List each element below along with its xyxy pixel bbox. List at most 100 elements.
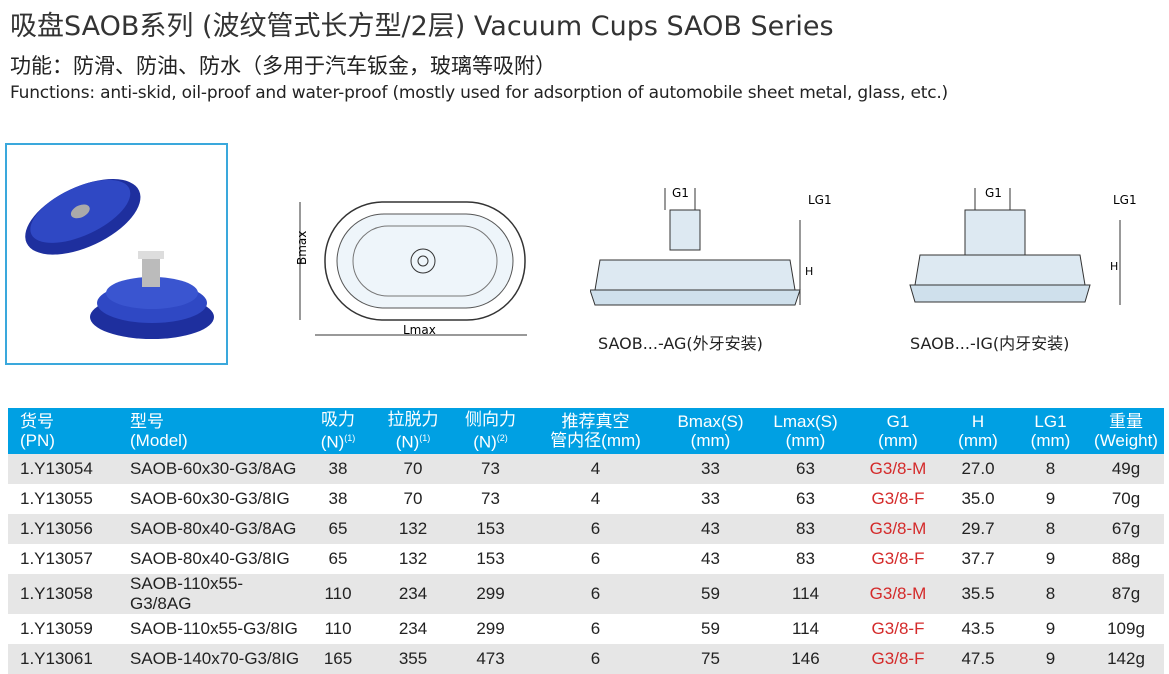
table-cell: 110 bbox=[324, 618, 352, 638]
table-cell: G3/8-F bbox=[871, 548, 925, 568]
table-cell: 1.Y13061 bbox=[20, 648, 93, 668]
g1-label: G1 bbox=[985, 186, 1002, 200]
table-cell: 234 bbox=[398, 618, 428, 638]
column-header: 货号 (PN) bbox=[20, 411, 55, 450]
table-cell: 59 bbox=[701, 618, 720, 638]
table-cell: SAOB-80x40-G3/8AG bbox=[130, 518, 297, 538]
table-cell: 114 bbox=[791, 618, 820, 638]
lmax-label: Lmax bbox=[403, 323, 436, 337]
table-cell: G3/8-M bbox=[869, 458, 927, 478]
table-cell: 1.Y13059 bbox=[20, 618, 93, 638]
table-cell: 83 bbox=[796, 548, 815, 568]
table-cell: 8 bbox=[1045, 458, 1056, 478]
functions-cn: 功能：防滑、防油、防水（多用于汽车钣金，玻璃等吸附） bbox=[10, 54, 556, 78]
table-cell: 70 bbox=[403, 458, 423, 478]
h-label: H bbox=[1110, 260, 1118, 273]
table-cell: 70g bbox=[1111, 488, 1141, 508]
table-cell: 63 bbox=[796, 488, 815, 508]
table-cell: 1.Y13058 bbox=[20, 583, 93, 603]
table-cell: G3/8-M bbox=[869, 518, 927, 538]
table-cell: 49g bbox=[1111, 458, 1141, 478]
table-cell: 33 bbox=[701, 458, 720, 478]
table-cell: 65 bbox=[328, 518, 348, 538]
table-cell: G3/8-F bbox=[871, 488, 925, 508]
h-label: H bbox=[805, 265, 813, 278]
table-cell: 473 bbox=[476, 648, 505, 668]
table-cell: 355 bbox=[398, 648, 428, 668]
table-cell: 299 bbox=[476, 618, 505, 638]
table-cell: 153 bbox=[476, 518, 505, 538]
table-cell: 59 bbox=[701, 583, 720, 603]
table-cell: 38 bbox=[328, 458, 348, 478]
table-cell: 4 bbox=[590, 488, 601, 508]
page-title: 吸盘SAOB系列 (波纹管式长方型/2层) Vacuum Cups SAOB S… bbox=[10, 11, 834, 42]
column-header: 吸力 (N)(1) bbox=[320, 410, 356, 452]
table-cell: 6 bbox=[590, 548, 601, 568]
table-row: 1.Y13057 SAOB-80x40-G3/8IG 65 132 153 6 43 83 G3… bbox=[8, 544, 1164, 574]
ig-caption: SAOB...-IG(内牙安装) bbox=[910, 334, 1070, 353]
g1-label: G1 bbox=[672, 186, 689, 200]
table-cell: 75 bbox=[701, 648, 720, 668]
table-cell: 27.0 bbox=[961, 458, 995, 478]
ag-side-drawing: G1 LG1 H bbox=[590, 186, 832, 306]
table-row: 1.Y13059 SAOB-110x55-G3/8IG 110 234 299 6 59 11… bbox=[8, 614, 1164, 644]
table-row: 1.Y13056 SAOB-80x40-G3/8AG 65 132 153 6 43 83 G3… bbox=[8, 513, 1164, 544]
table-cell: 38 bbox=[328, 488, 348, 508]
table-cell: 4 bbox=[590, 458, 601, 478]
column-header: Bmax(S) (mm) bbox=[677, 411, 744, 450]
table-row: 1.Y13055 SAOB-60x30-G3/8IG 38 70 73 4 33 63 G3/8… bbox=[8, 484, 1164, 514]
functions-en: Functions: anti-skid, oil-proof and wate… bbox=[10, 83, 948, 103]
table-cell: 299 bbox=[476, 583, 505, 603]
table-cell: G3/8-M bbox=[869, 583, 927, 603]
table-cell: 33 bbox=[701, 488, 720, 508]
table-cell: 70 bbox=[403, 488, 423, 508]
table-cell: 43 bbox=[701, 518, 720, 538]
table-cell: 67g bbox=[1111, 518, 1141, 538]
table-cell: 1.Y13056 bbox=[20, 518, 93, 538]
table-cell: 153 bbox=[476, 548, 505, 568]
table-cell: 88g bbox=[1111, 548, 1141, 568]
table-cell: 6 bbox=[590, 618, 601, 638]
column-header: Lmax(S) (mm) bbox=[773, 411, 838, 450]
product-photo bbox=[5, 143, 228, 365]
table-cell: 29.7 bbox=[961, 518, 995, 538]
table-cell: SAOB-60x30-G3/8IG bbox=[130, 488, 290, 508]
table-cell: 37.7 bbox=[961, 548, 995, 568]
ig-side-drawing: G1 LG1 H bbox=[909, 186, 1137, 305]
table-cell: 165 bbox=[323, 648, 353, 668]
table-row: 1.Y13061 SAOB-140x70-G3/8IG 165 355 473 6 75 14… bbox=[8, 643, 1164, 674]
spec-table: 货号 (PN) 型号 (Model) 吸力 (N)(1) 拉脱力 (N)(1) 侧向力 (N)(2… bbox=[8, 408, 1164, 674]
table-cell: 73 bbox=[481, 488, 500, 508]
column-header: 推荐真空 管内径(mm) bbox=[550, 411, 641, 450]
table-cell: 1.Y13054 bbox=[20, 458, 93, 478]
column-header: 侧向力 (N)(2) bbox=[465, 410, 516, 452]
column-header: 重量 (Weight) bbox=[1094, 411, 1158, 450]
table-cell: SAOB-110x55-G3/8IG bbox=[130, 618, 298, 638]
table-cell: 63 bbox=[796, 458, 815, 478]
table-cell: 9 bbox=[1045, 488, 1056, 508]
table-cell: 142g bbox=[1107, 648, 1145, 668]
table-header: 货号 (PN) 型号 (Model) 吸力 (N)(1) 拉脱力 (N)(1) 侧向力 (N)(2… bbox=[8, 408, 1164, 454]
bmax-label: Bmax bbox=[295, 231, 309, 265]
table-cell: 6 bbox=[590, 583, 601, 603]
table-cell: 83 bbox=[796, 518, 815, 538]
table-cell: SAOB-140x70-G3/8IG bbox=[130, 648, 300, 668]
column-header: LG1 (mm) bbox=[1030, 411, 1071, 450]
top-view-drawing: Bmax Lmax bbox=[295, 201, 527, 337]
table-cell: 6 bbox=[590, 518, 601, 538]
table-cell: 43.5 bbox=[961, 618, 995, 638]
table-cell: 110 bbox=[324, 583, 352, 603]
table-cell: 132 bbox=[398, 518, 428, 538]
table-cell: G3/8-F bbox=[871, 648, 925, 668]
table-cell: 9 bbox=[1045, 618, 1056, 638]
table-cell: 6 bbox=[590, 648, 601, 668]
table-cell: 35.0 bbox=[961, 488, 995, 508]
table-row: 1.Y13054 SAOB-60x30-G3/8AG 38 70 73 4 33 63 G3/8… bbox=[8, 453, 1164, 484]
vacuum-cup-image bbox=[25, 179, 214, 339]
table-cell: 234 bbox=[398, 583, 428, 603]
column-header: H (mm) bbox=[958, 411, 998, 450]
table-cell: 73 bbox=[481, 458, 500, 478]
column-header: G1 (mm) bbox=[878, 411, 918, 450]
table-cell: SAOB-110x55-G3/8AG bbox=[130, 573, 244, 613]
table-cell: 1.Y13057 bbox=[20, 548, 93, 568]
